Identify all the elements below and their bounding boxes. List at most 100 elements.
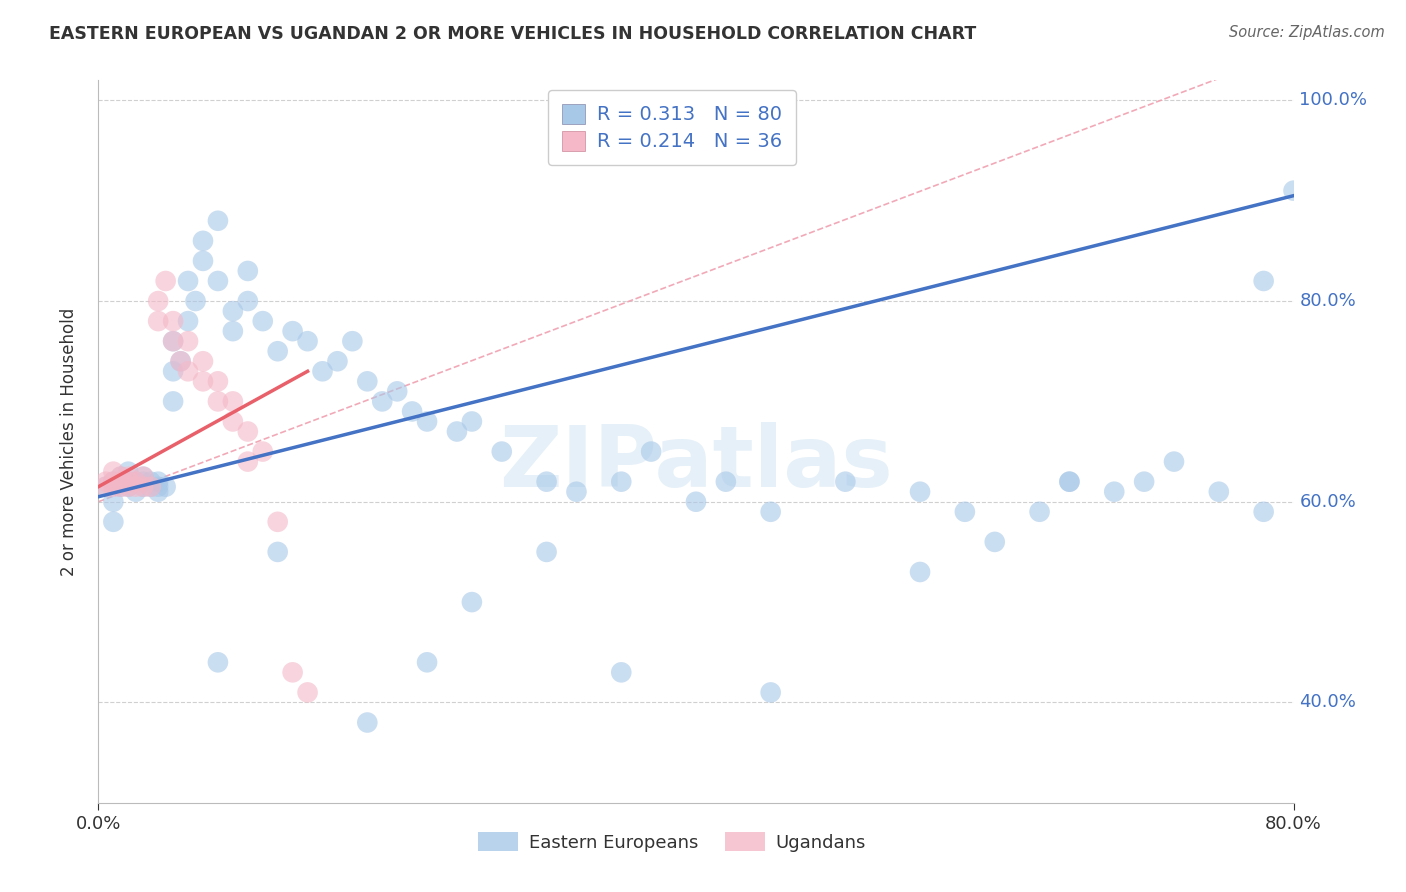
Point: [222, 394, 245, 409]
Point: [1059, 475, 1081, 489]
Point: [148, 480, 170, 494]
Point: [1208, 484, 1230, 499]
Point: [94, 480, 117, 494]
Point: [177, 274, 200, 288]
Point: [110, 475, 132, 489]
Point: [148, 293, 170, 308]
Point: [461, 414, 484, 428]
Point: [281, 324, 304, 338]
Point: [162, 364, 184, 378]
Point: [281, 665, 304, 680]
Point: [1133, 475, 1156, 489]
Point: [640, 444, 662, 458]
Point: [610, 665, 633, 680]
Point: [207, 374, 229, 388]
Point: [536, 475, 558, 489]
Y-axis label: 2 or more Vehicles in Household: 2 or more Vehicles in Household: [59, 308, 77, 575]
Point: [139, 480, 162, 494]
Point: [155, 480, 177, 494]
Text: 100.0%: 100.0%: [1299, 91, 1368, 110]
Point: [139, 475, 162, 489]
Point: [117, 475, 139, 489]
Point: [110, 480, 132, 494]
Point: [132, 475, 155, 489]
Point: [908, 565, 931, 579]
Point: [207, 274, 229, 288]
Point: [103, 475, 125, 489]
Point: [326, 354, 349, 368]
Point: [117, 475, 139, 489]
Point: [446, 425, 468, 439]
Text: ZIPatlas: ZIPatlas: [499, 422, 893, 505]
Point: [297, 334, 319, 348]
Point: [1104, 484, 1126, 499]
Point: [132, 469, 155, 483]
Point: [714, 475, 737, 489]
Point: [536, 545, 558, 559]
Text: EASTERN EUROPEAN VS UGANDAN 2 OR MORE VEHICLES IN HOUSEHOLD CORRELATION CHART: EASTERN EUROPEAN VS UGANDAN 2 OR MORE VE…: [49, 25, 976, 43]
Point: [356, 715, 378, 730]
Point: [132, 469, 155, 483]
Point: [125, 475, 148, 489]
Point: [311, 364, 333, 378]
Text: 40.0%: 40.0%: [1299, 693, 1357, 712]
Point: [1253, 274, 1275, 288]
Point: [117, 480, 139, 494]
Point: [125, 484, 148, 499]
Point: [1028, 505, 1050, 519]
Point: [148, 314, 170, 328]
Point: [177, 334, 200, 348]
Point: [117, 469, 139, 483]
Point: [222, 324, 245, 338]
Point: [984, 534, 1007, 549]
Point: [162, 334, 184, 348]
Point: [191, 234, 214, 248]
Point: [267, 545, 290, 559]
Text: 60.0%: 60.0%: [1299, 492, 1357, 511]
Point: [236, 264, 259, 278]
Point: [155, 274, 177, 288]
Point: [342, 334, 364, 348]
Point: [1253, 505, 1275, 519]
Point: [110, 469, 132, 483]
Point: [132, 480, 155, 494]
Point: [207, 213, 229, 227]
Point: [953, 505, 976, 519]
Point: [184, 293, 207, 308]
Point: [610, 475, 633, 489]
Point: [267, 344, 290, 359]
Point: [103, 494, 125, 508]
Point: [1059, 475, 1081, 489]
Point: [103, 465, 125, 479]
Point: [191, 253, 214, 268]
Point: [491, 444, 513, 458]
Point: [177, 364, 200, 378]
Point: [759, 685, 782, 699]
Point: [169, 354, 191, 368]
Point: [94, 475, 117, 489]
Point: [94, 480, 117, 494]
Point: [685, 494, 707, 508]
Point: [117, 480, 139, 494]
Point: [132, 480, 155, 494]
Point: [1282, 184, 1305, 198]
Point: [236, 454, 259, 468]
Point: [103, 480, 125, 494]
Point: [371, 394, 394, 409]
Point: [297, 685, 319, 699]
Point: [565, 484, 588, 499]
Point: [416, 655, 439, 669]
Point: [222, 304, 245, 318]
Point: [110, 480, 132, 494]
Point: [834, 475, 856, 489]
Point: [191, 354, 214, 368]
Point: [169, 354, 191, 368]
Point: [148, 475, 170, 489]
Point: [252, 314, 274, 328]
Point: [759, 505, 782, 519]
Point: [461, 595, 484, 609]
Point: [110, 469, 132, 483]
Point: [908, 484, 931, 499]
Point: [191, 374, 214, 388]
Point: [139, 480, 162, 494]
